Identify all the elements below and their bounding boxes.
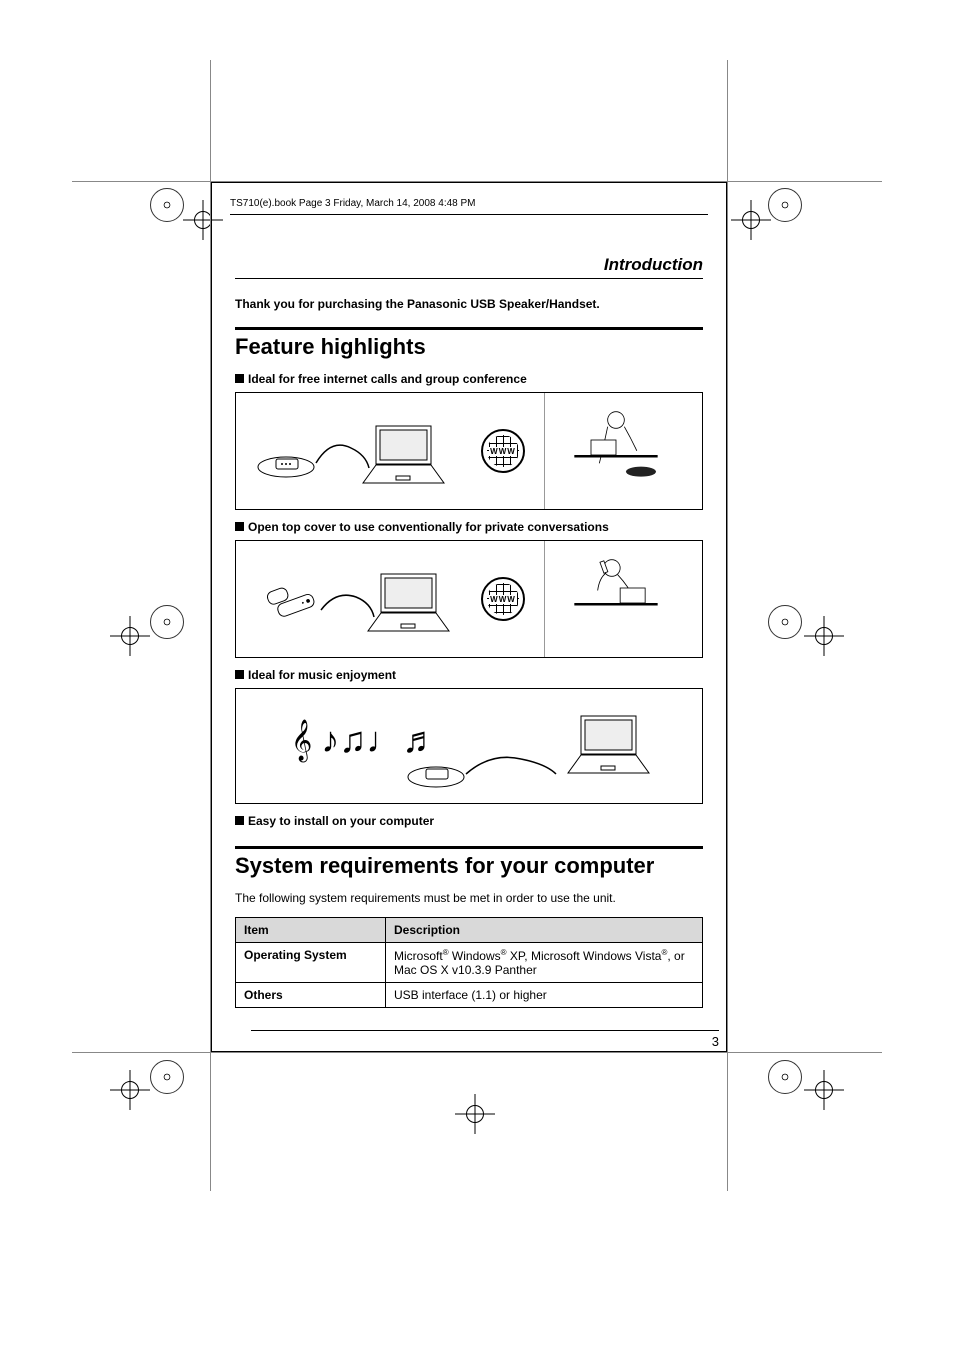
registration-mark bbox=[150, 1060, 184, 1094]
feature-bullet-2: Open top cover to use conventionally for… bbox=[235, 520, 703, 534]
os-text: XP, Microsoft Windows Vista bbox=[507, 949, 662, 963]
divider-rule bbox=[235, 846, 703, 849]
crop-mark bbox=[110, 1070, 150, 1110]
feature-bullet-1: Ideal for free internet calls and group … bbox=[235, 372, 703, 386]
person-on-phone-illustration bbox=[566, 553, 666, 643]
section-header: Introduction bbox=[235, 255, 703, 279]
divider-rule bbox=[235, 327, 703, 330]
table-header-desc: Description bbox=[386, 918, 703, 943]
table-row: Operating System Microsoft® Windows® XP,… bbox=[236, 943, 703, 983]
bullet-icon bbox=[235, 374, 244, 383]
system-requirements-table: Item Description Operating System Micros… bbox=[235, 917, 703, 1008]
table-cell-desc: Microsoft® Windows® XP, Microsoft Window… bbox=[386, 943, 703, 983]
bullet-icon bbox=[235, 816, 244, 825]
registration-mark bbox=[768, 1060, 802, 1094]
table-cell-item: Others bbox=[236, 983, 386, 1008]
bullet-icon bbox=[235, 670, 244, 679]
globe-label: WWW bbox=[489, 447, 517, 456]
page-content: Introduction Thank you for purchasing th… bbox=[235, 255, 703, 1008]
table-cell-desc: USB interface (1.1) or higher bbox=[386, 983, 703, 1008]
globe-label: WWW bbox=[489, 595, 517, 604]
bullet-text: Ideal for music enjoyment bbox=[248, 668, 396, 682]
figure-music: 𝄞 ♪♫♩♬ bbox=[235, 688, 703, 804]
crop-mark bbox=[804, 616, 844, 656]
www-globe-icon: WWW bbox=[481, 577, 525, 621]
registration-mark bbox=[150, 188, 184, 222]
intro-text: Thank you for purchasing the Panasonic U… bbox=[235, 297, 703, 311]
bullet-icon bbox=[235, 522, 244, 531]
feature-bullet-3: Ideal for music enjoyment bbox=[235, 668, 703, 682]
os-text: Microsoft bbox=[394, 949, 443, 963]
bullet-text: Easy to install on your computer bbox=[248, 814, 434, 828]
sysreq-intro: The following system requirements must b… bbox=[235, 891, 703, 905]
os-text: Windows bbox=[449, 949, 501, 963]
registration-mark bbox=[768, 188, 802, 222]
cable-illustration bbox=[311, 433, 371, 473]
figure-private-conversation: WWW bbox=[235, 540, 703, 658]
page-number-value: 3 bbox=[712, 1034, 719, 1049]
crop-mark bbox=[804, 1070, 844, 1110]
document-header: TS710(e).book Page 3 Friday, March 14, 2… bbox=[230, 198, 492, 212]
header-rule bbox=[230, 214, 708, 215]
crop-mark bbox=[731, 200, 771, 240]
cable-illustration bbox=[461, 744, 561, 784]
page-number: 3 bbox=[251, 1030, 719, 1049]
registration-mark bbox=[768, 605, 802, 639]
cable-illustration bbox=[316, 585, 376, 625]
table-header-row: Item Description bbox=[236, 918, 703, 943]
table-header-item: Item bbox=[236, 918, 386, 943]
crop-mark bbox=[110, 616, 150, 656]
www-globe-icon: WWW bbox=[481, 429, 525, 473]
sysreq-heading: System requirements for your computer bbox=[235, 853, 703, 879]
laptop-illustration bbox=[556, 711, 661, 781]
table-row: Others USB interface (1.1) or higher bbox=[236, 983, 703, 1008]
crop-mark bbox=[455, 1094, 495, 1134]
feature-bullet-4: Easy to install on your computer bbox=[235, 814, 703, 828]
registration-mark bbox=[150, 605, 184, 639]
bullet-text: Open top cover to use conventionally for… bbox=[248, 520, 609, 534]
panel-divider bbox=[544, 393, 545, 509]
guide-line bbox=[727, 60, 728, 1191]
panel-divider bbox=[544, 541, 545, 657]
guide-line bbox=[72, 1052, 882, 1053]
bullet-text: Ideal for free internet calls and group … bbox=[248, 372, 527, 386]
feature-heading: Feature highlights bbox=[235, 334, 703, 360]
table-cell-item: Operating System bbox=[236, 943, 386, 983]
figure-internet-calls: WWW bbox=[235, 392, 703, 510]
person-at-desk-illustration bbox=[566, 405, 666, 495]
